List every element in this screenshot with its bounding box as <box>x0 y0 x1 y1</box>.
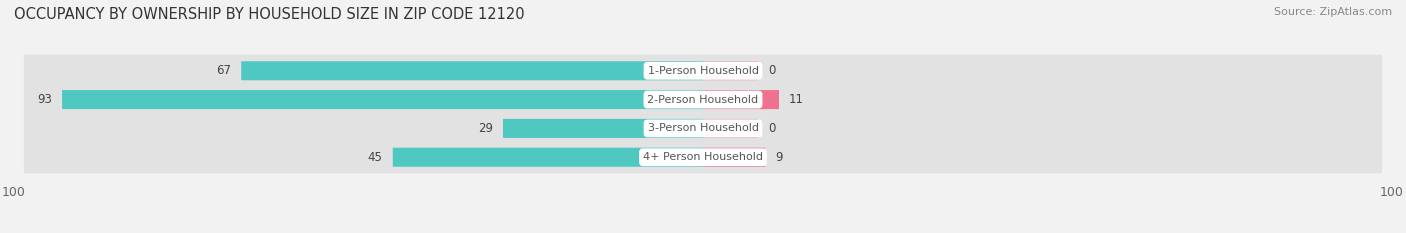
FancyBboxPatch shape <box>703 90 779 109</box>
FancyBboxPatch shape <box>242 61 703 80</box>
FancyBboxPatch shape <box>392 148 703 167</box>
Text: 29: 29 <box>478 122 494 135</box>
Text: 1-Person Household: 1-Person Household <box>648 66 758 76</box>
Text: 11: 11 <box>789 93 804 106</box>
FancyBboxPatch shape <box>703 61 758 80</box>
Text: 0: 0 <box>769 64 776 77</box>
FancyBboxPatch shape <box>703 148 765 167</box>
Text: Source: ZipAtlas.com: Source: ZipAtlas.com <box>1274 7 1392 17</box>
FancyBboxPatch shape <box>24 141 1382 173</box>
FancyBboxPatch shape <box>24 83 1382 116</box>
Text: 4+ Person Household: 4+ Person Household <box>643 152 763 162</box>
Text: 0: 0 <box>769 122 776 135</box>
FancyBboxPatch shape <box>62 90 703 109</box>
FancyBboxPatch shape <box>703 119 758 138</box>
FancyBboxPatch shape <box>24 55 1382 87</box>
Text: 45: 45 <box>368 151 382 164</box>
FancyBboxPatch shape <box>503 119 703 138</box>
FancyBboxPatch shape <box>24 112 1382 144</box>
Legend: Owner-occupied, Renter-occupied: Owner-occupied, Renter-occupied <box>576 230 830 233</box>
Text: 2-Person Household: 2-Person Household <box>647 95 759 105</box>
Text: 9: 9 <box>775 151 783 164</box>
Text: 67: 67 <box>217 64 231 77</box>
Text: OCCUPANCY BY OWNERSHIP BY HOUSEHOLD SIZE IN ZIP CODE 12120: OCCUPANCY BY OWNERSHIP BY HOUSEHOLD SIZE… <box>14 7 524 22</box>
Text: 3-Person Household: 3-Person Household <box>648 123 758 134</box>
Text: 93: 93 <box>37 93 52 106</box>
